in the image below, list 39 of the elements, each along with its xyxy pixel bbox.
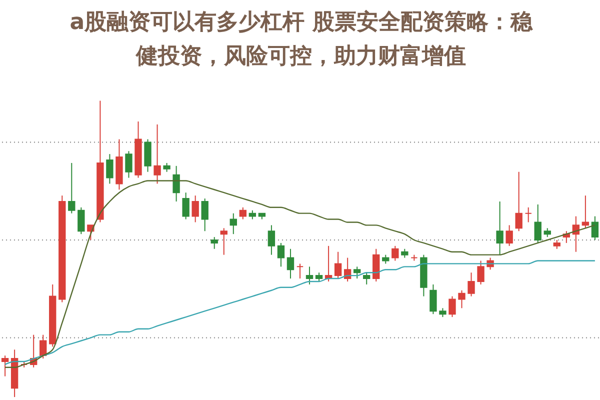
- candlestick: [591, 216, 599, 240]
- candlestick: [144, 138, 152, 172]
- candlestick: [78, 206, 85, 235]
- candlestick: [524, 206, 532, 223]
- candlestick: [210, 236, 218, 250]
- candlestick: [277, 242, 285, 268]
- candlestick: [239, 206, 247, 220]
- candlestick: [68, 162, 76, 214]
- candlestick: [458, 290, 466, 309]
- candlestick: [534, 204, 542, 244]
- candlestick: [286, 248, 294, 280]
- candlestick: [430, 284, 437, 315]
- candlestick: [306, 266, 314, 285]
- candlestick: [192, 195, 199, 223]
- candlestick: [230, 212, 237, 235]
- candlestick: [353, 266, 361, 280]
- candlestick: [220, 228, 228, 256]
- candlestick: [106, 154, 114, 184]
- candlestick: [296, 263, 304, 280]
- candlestick: [506, 224, 513, 246]
- candlestick: [172, 165, 180, 202]
- candlestick: [468, 272, 475, 297]
- candlestick: [154, 124, 161, 184]
- candlestick: [334, 251, 342, 280]
- candlestick: [372, 248, 380, 282]
- candlestick: [363, 272, 370, 285]
- candlestick: [1, 355, 9, 377]
- candlestick: [448, 296, 456, 318]
- chart-title: a股融资可以有多少杠杆 股票安全配资策略：稳健投资，风险可控，助力财富增值: [70, 9, 534, 69]
- candlestick: [125, 150, 132, 178]
- candlestick: [477, 260, 484, 285]
- candlestick: [182, 192, 190, 220]
- candlestick: [40, 334, 47, 360]
- candlestick: [392, 245, 399, 262]
- candlestick: [201, 198, 208, 232]
- candlestick: [496, 200, 504, 256]
- candlestick: [582, 195, 590, 229]
- candlestick: [515, 171, 522, 232]
- candlestick: [268, 224, 276, 256]
